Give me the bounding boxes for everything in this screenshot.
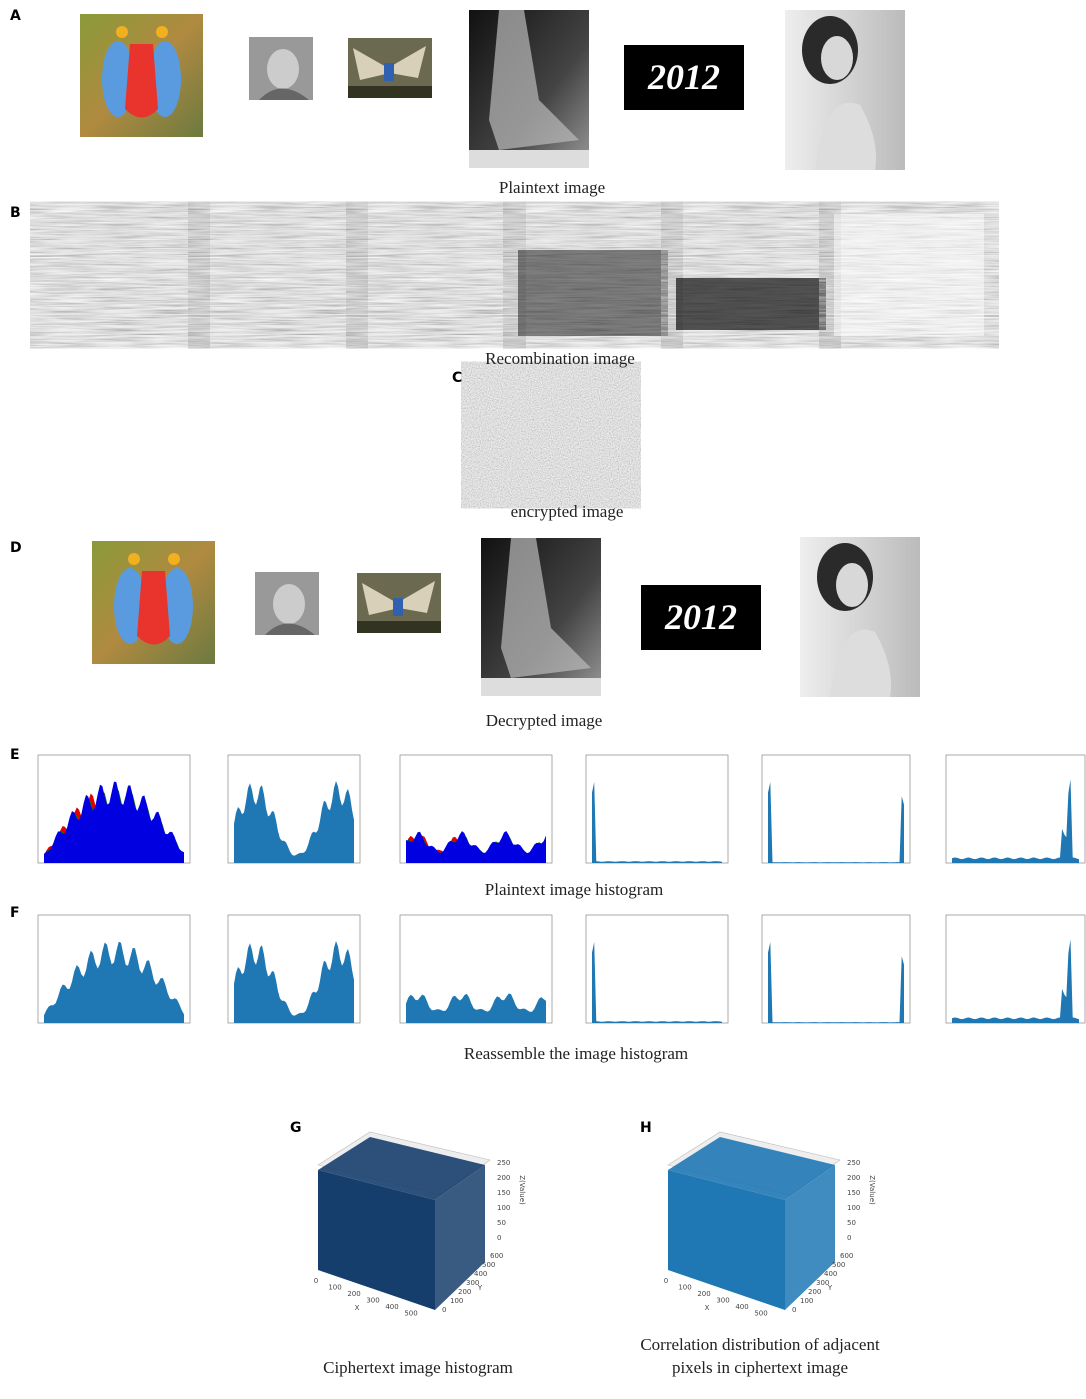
histogram-area (768, 782, 904, 863)
histogram-area (952, 940, 1079, 1024)
panel-label: E (10, 747, 20, 763)
panel-label: B (10, 205, 21, 221)
figure: 2012 05010015020025001002003004005000100… (0, 0, 1086, 1399)
z-axis-label: Z(Value) (518, 1175, 526, 1205)
x-tick-label: 400 (735, 1303, 748, 1311)
histogram-frame (586, 915, 728, 1023)
panel-caption: encrypted image (511, 502, 624, 522)
histogram-frame (586, 755, 728, 863)
z-tick-label: 100 (497, 1204, 510, 1212)
x-tick-label: 200 (697, 1290, 710, 1298)
y-tick-label: 600 (840, 1252, 853, 1260)
y-tick-label: 400 (474, 1270, 487, 1278)
x-axis-label: X (355, 1304, 360, 1312)
x-tick-label: 400 (385, 1303, 398, 1311)
z-tick-label: 150 (847, 1189, 860, 1197)
panel-label: A (10, 8, 21, 24)
histogram-frame (762, 915, 910, 1023)
panel-label: G (290, 1120, 302, 1136)
panel-label: C (452, 370, 462, 386)
histogram-frame (762, 755, 910, 863)
panel-label: D (10, 540, 22, 556)
panel-caption: Decrypted image (486, 711, 603, 731)
y-tick-label: 100 (450, 1297, 463, 1305)
y-tick-label: 200 (458, 1288, 471, 1296)
histogram-area (406, 831, 546, 863)
z-tick-label: 200 (497, 1174, 510, 1182)
histogram-area (592, 782, 722, 863)
histogram-area (592, 942, 722, 1023)
histogram-area (234, 781, 354, 863)
y-tick-label: 500 (482, 1261, 495, 1269)
panel-caption: Plaintext image histogram (485, 880, 663, 900)
histogram-area (44, 782, 184, 863)
x-tick-label: 200 (347, 1290, 360, 1298)
panel-caption: Recombination image (485, 349, 635, 369)
z-tick-label: 150 (497, 1189, 510, 1197)
histogram-area (768, 942, 904, 1023)
x-tick-label: 0 (314, 1277, 318, 1285)
x-tick-label: 0 (664, 1277, 668, 1285)
z-tick-label: 0 (847, 1234, 851, 1242)
z-tick-label: 200 (847, 1174, 860, 1182)
histogram-area (952, 780, 1079, 864)
panel-label: H (640, 1120, 652, 1136)
y-axis-label: Y (477, 1284, 483, 1292)
histogram-area (234, 941, 354, 1023)
panel-label: F (10, 905, 20, 921)
y-tick-label: 600 (490, 1252, 503, 1260)
page: 2012 05010015020025001002003004005000100… (0, 0, 1086, 1399)
histogram-area (406, 994, 546, 1024)
panel-caption: Correlation distribution of adjacent pix… (635, 1333, 885, 1379)
y-tick-label: 500 (832, 1261, 845, 1269)
y-tick-label: 400 (824, 1270, 837, 1278)
panel-caption: Ciphertext image histogram (323, 1358, 513, 1378)
y-tick-label: 0 (792, 1306, 796, 1314)
panel-caption: Plaintext image (499, 178, 605, 198)
z-tick-label: 50 (497, 1219, 506, 1227)
z-tick-label: 250 (497, 1159, 510, 1167)
z-tick-label: 50 (847, 1219, 856, 1227)
x-tick-label: 100 (678, 1284, 691, 1292)
x-axis-label: X (705, 1304, 710, 1312)
y-axis-label: Y (827, 1284, 833, 1292)
z-tick-label: 0 (497, 1234, 501, 1242)
y-tick-label: 0 (442, 1306, 446, 1314)
panel-caption: Reassemble the image histogram (464, 1044, 688, 1064)
y-tick-label: 200 (808, 1288, 821, 1296)
x-tick-label: 300 (716, 1297, 729, 1305)
x-tick-label: 500 (754, 1310, 767, 1318)
histogram-area (44, 942, 184, 1023)
z-tick-label: 100 (847, 1204, 860, 1212)
z-tick-label: 250 (847, 1159, 860, 1167)
y-tick-label: 100 (800, 1297, 813, 1305)
x-tick-label: 300 (366, 1297, 379, 1305)
x-tick-label: 500 (404, 1310, 417, 1318)
x-tick-label: 100 (328, 1284, 341, 1292)
z-axis-label: Z(Value) (868, 1175, 876, 1205)
